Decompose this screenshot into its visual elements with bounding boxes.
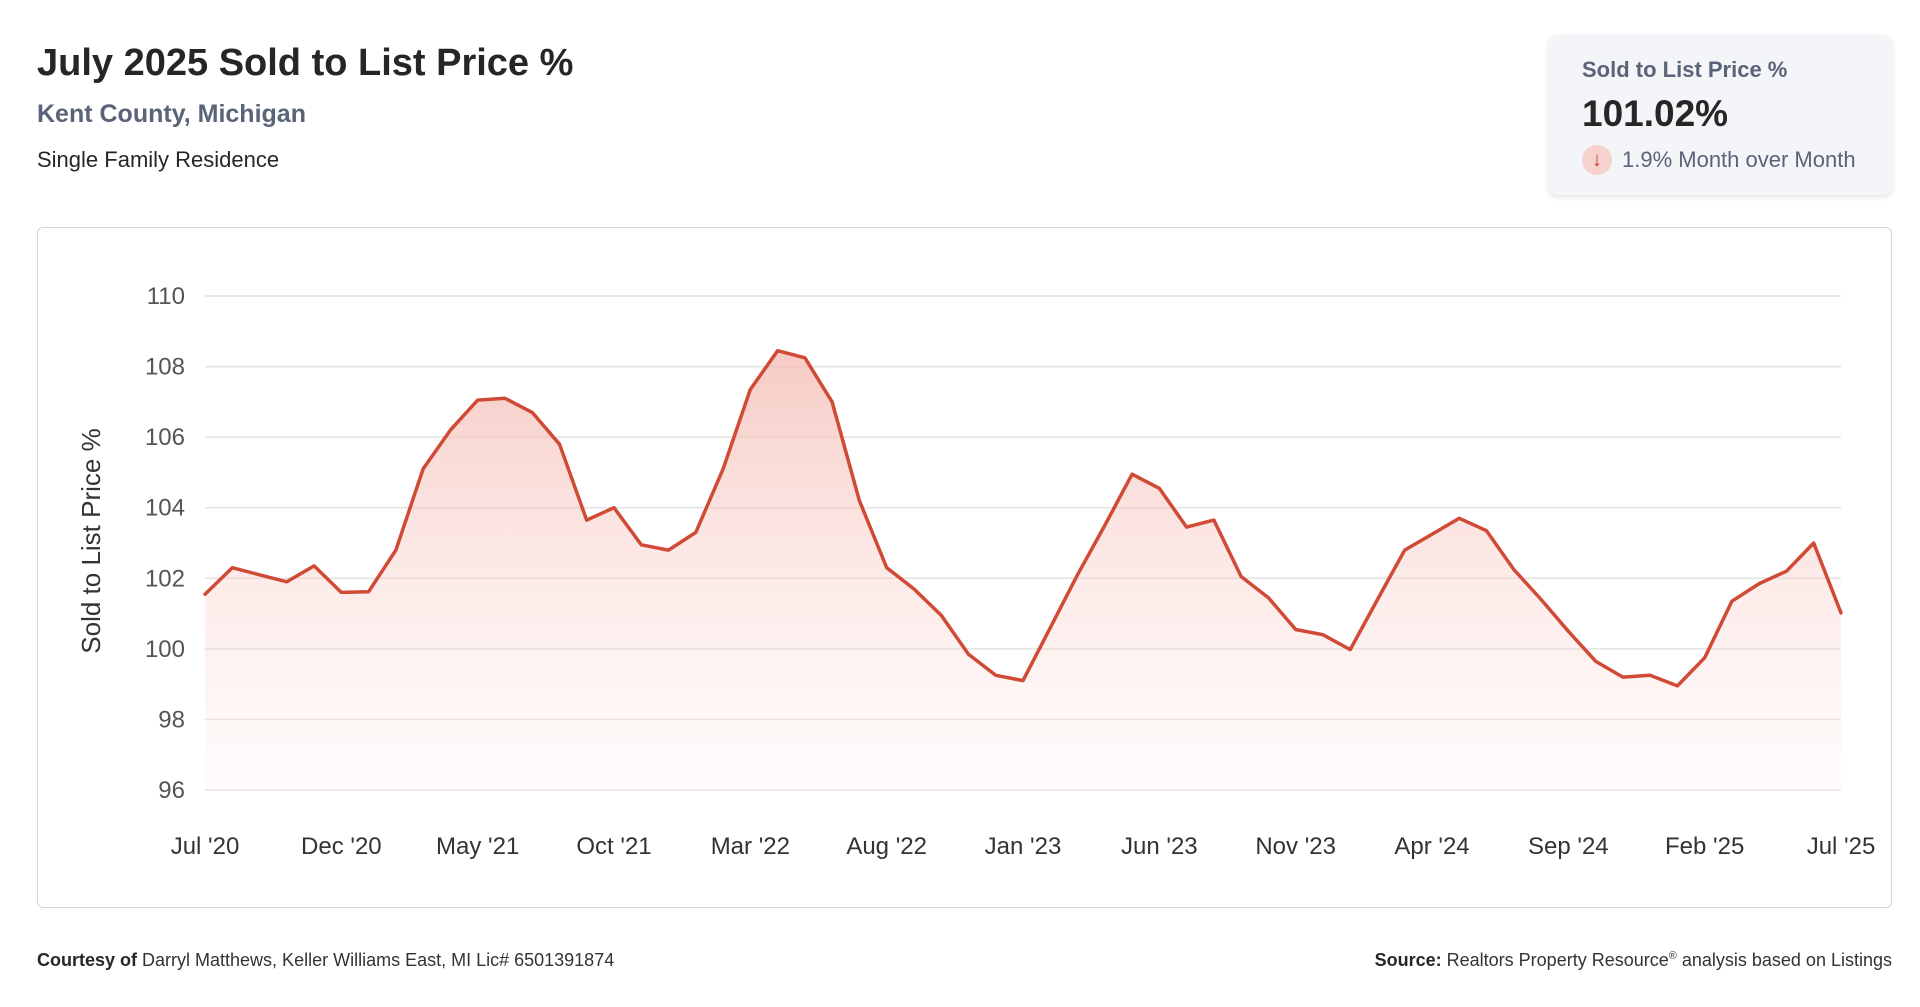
- line-chart: 96 98 100 102 104 106 108 110 Jul '20 Dec '20 May…: [76, 283, 1876, 860]
- series-line: [203, 348, 1843, 688]
- y-tick-label: 98: [158, 706, 185, 733]
- courtesy-footer: Courtesy of Darryl Matthews, Keller Will…: [37, 950, 614, 971]
- y-tick-label: 106: [145, 424, 185, 451]
- x-tick-label: Jul '20: [171, 833, 240, 860]
- y-tick-label: 96: [158, 777, 185, 804]
- y-axis-label: Sold to List Price %: [76, 428, 106, 653]
- x-tick-label: Jul '25: [1807, 833, 1876, 860]
- y-tick-label: 102: [145, 565, 185, 592]
- series-line-group: [203, 348, 1843, 688]
- kpi-label: Sold to List Price %: [1582, 57, 1788, 82]
- area-fill-group: [205, 350, 1841, 790]
- arrow-down-icon: ↓: [1582, 145, 1612, 175]
- kpi-change-row: ↓ 1.9% Month over Month: [1582, 145, 1892, 175]
- y-tick-label: 110: [147, 283, 185, 310]
- area-fill: [205, 350, 1841, 790]
- source-rest: analysis based on Listings: [1681, 950, 1892, 970]
- x-tick-label: Apr '24: [1394, 833, 1469, 860]
- kpi-card: Sold to List Price % 101.02% ↓ 1.9% Mont…: [1549, 35, 1892, 195]
- x-tick-label: Feb '25: [1665, 833, 1744, 860]
- source-footer: Source: Realtors Property Resource® anal…: [1375, 950, 1892, 971]
- x-tick-labels: Jul '20 Dec '20 May '21 Oct '21 Mar '22 Aug '…: [171, 833, 1876, 860]
- y-tick-label: 100: [145, 636, 185, 663]
- x-tick-label: Aug '22: [846, 833, 927, 860]
- x-tick-label: Jan '23: [985, 833, 1062, 860]
- registered-mark: ®: [1668, 950, 1677, 962]
- x-tick-label: Dec '20: [301, 833, 382, 860]
- property-type-label: Single Family Residence: [37, 147, 280, 172]
- y-tick-label: 108: [145, 354, 185, 381]
- x-tick-label: May '21: [436, 833, 519, 860]
- page-title: July 2025 Sold to List Price %: [37, 42, 574, 84]
- x-tick-label: Mar '22: [711, 833, 790, 860]
- kpi-value: 101.02%: [1582, 93, 1729, 134]
- x-tick-label: Sep '24: [1528, 833, 1609, 860]
- location-subtitle: Kent County, Michigan: [37, 100, 306, 128]
- courtesy-text: Darryl Matthews, Keller Williams East, M…: [142, 950, 615, 970]
- courtesy-label: Courtesy of: [37, 950, 138, 970]
- source-label: Source:: [1374, 950, 1442, 970]
- x-tick-label: Oct '21: [576, 833, 651, 860]
- x-tick-label: Jun '23: [1121, 833, 1198, 860]
- source-name: Realtors Property Resource: [1446, 950, 1669, 970]
- chart-container: 96 98 100 102 104 106 108 110 Jul '20 Dec '20 May…: [37, 227, 1892, 908]
- y-tick-labels: 96 98 100 102 104 106 108 110: [145, 283, 185, 804]
- x-tick-label: Nov '23: [1255, 833, 1336, 860]
- kpi-change-text: 1.9% Month over Month: [1622, 147, 1856, 172]
- y-tick-label: 104: [145, 495, 185, 522]
